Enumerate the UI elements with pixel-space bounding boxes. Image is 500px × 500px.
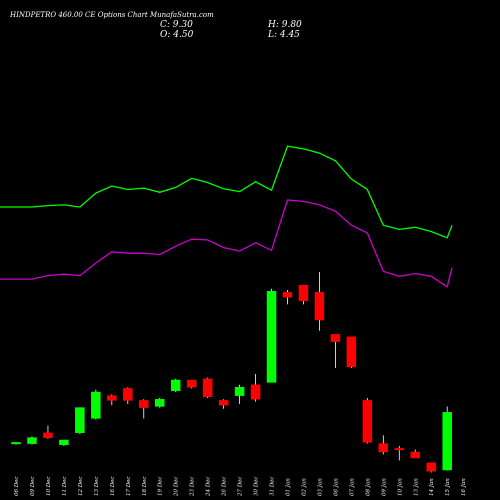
x-tick-label: 19 Dec — [158, 477, 164, 497]
high-value: H: 9.80 — [267, 20, 302, 30]
x-tick-label: 27 Dec — [238, 477, 244, 498]
x-tick-label: 26 Dec — [222, 477, 228, 498]
x-tick-label: 02 Jan — [301, 478, 307, 496]
x-tick-label: 24 Dec — [206, 477, 212, 498]
x-tick-label: 13 Jan — [413, 478, 419, 496]
candle-body-down — [314, 292, 325, 321]
candle-body-up — [11, 442, 21, 445]
x-tick-label: 03 Jan — [317, 478, 323, 496]
lower-band-line — [0, 199, 453, 288]
x-tick-label: 08 Jan — [365, 478, 371, 496]
x-tick-label: 17 Dec — [126, 477, 132, 497]
candle-body-down — [43, 432, 53, 438]
x-tick-label: 11 Dec — [62, 477, 68, 497]
candles-group — [11, 272, 452, 473]
x-axis-labels: 06 Dec 09 Dec 10 Dec 11 Dec 12 Dec 13 Dec 16 D… — [14, 477, 467, 498]
x-tick-label: 07 Jan — [349, 478, 355, 496]
candle-body-down — [202, 378, 213, 398]
x-tick-label: 18 Dec — [142, 477, 148, 497]
x-tick-label: 15 Jan — [445, 478, 451, 496]
candle-body-up — [266, 290, 277, 383]
upper-band-line — [0, 145, 453, 239]
candle-body-up — [75, 407, 85, 434]
candle-body-down — [139, 400, 149, 408]
x-tick-label: 16 Dec — [110, 477, 116, 497]
close-value: C: 9.30 — [160, 20, 193, 30]
x-tick-label: 09 Dec — [30, 477, 36, 497]
x-tick-label: 30 Dec — [254, 477, 260, 497]
x-tick-label: 14 Jan — [429, 478, 435, 496]
candle-body-down — [107, 395, 117, 401]
candle-body-down — [410, 451, 420, 459]
candle-body-down — [346, 336, 357, 368]
candle-body-up — [442, 412, 452, 471]
low-value: L: 4.45 — [267, 30, 300, 40]
x-tick-label: 16 Jan — [461, 478, 467, 496]
candle-body-down — [250, 384, 261, 400]
candle-body-down — [378, 443, 389, 453]
x-tick-label: 12 Dec — [78, 477, 84, 497]
x-tick-label: 10 Jan — [397, 478, 403, 496]
open-value: O: 4.50 — [160, 30, 194, 40]
candle-body-up — [27, 437, 37, 444]
candle-body-down — [426, 462, 436, 472]
chart-title: HINDPETRO 460.00 CE Options Chart Munafa… — [9, 11, 214, 19]
x-tick-label: 01 Jan — [285, 478, 291, 496]
x-tick-label: 10 Dec — [46, 477, 52, 497]
candle-body-down — [330, 334, 341, 342]
candle-body-up — [234, 386, 245, 396]
candle-body-up — [91, 391, 101, 419]
candle-body-down — [394, 448, 405, 451]
candle-body-down — [123, 388, 133, 401]
x-tick-label: 06 Dec — [14, 477, 20, 497]
x-tick-label: 13 Dec — [94, 477, 100, 497]
candle-body-up — [170, 379, 181, 392]
x-tick-label: 09 Jan — [381, 478, 387, 496]
candle-body-down — [186, 379, 197, 388]
x-tick-label: 06 Jan — [333, 478, 339, 496]
x-tick-label: 20 Dec — [174, 477, 180, 498]
candle-body-up — [59, 439, 69, 446]
band-lines — [0, 145, 453, 288]
x-tick-label: 31 Dec — [270, 477, 276, 497]
candle-body-down — [362, 400, 373, 443]
candle-body-down — [298, 284, 309, 302]
x-tick-label: 23 Dec — [190, 477, 196, 498]
candle-body-down — [282, 292, 293, 298]
candle-body-up — [154, 398, 165, 407]
candle-body-down — [218, 400, 229, 406]
